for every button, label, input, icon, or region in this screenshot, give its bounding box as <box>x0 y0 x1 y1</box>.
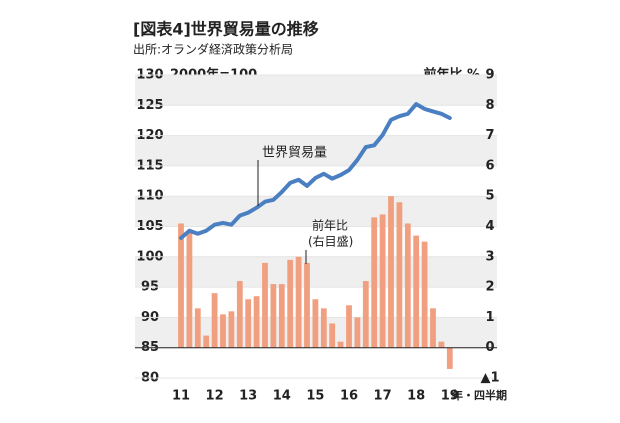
bar <box>278 284 285 348</box>
bar <box>211 293 218 348</box>
bar <box>396 202 403 348</box>
annotation: 前年比 <box>312 218 348 233</box>
chart-title: [図表4]世界貿易量の推移 <box>133 20 319 39</box>
y2-tick-label: 4 <box>485 219 494 234</box>
y2-tick-label: 1 <box>485 310 494 325</box>
bar <box>253 296 260 348</box>
bar <box>388 196 394 348</box>
y2-tick-label: ▲1 <box>480 371 499 386</box>
y2-tick-label: 5 <box>485 189 494 204</box>
x-tick-label: 12 <box>206 389 224 404</box>
bar <box>430 308 436 348</box>
bar <box>320 308 327 348</box>
x-tick-label: 11 <box>172 389 190 404</box>
bar <box>362 281 369 348</box>
bar <box>446 347 453 369</box>
y2-tick-label: 2 <box>485 280 494 295</box>
bar <box>228 311 235 348</box>
bar <box>186 232 193 348</box>
bar <box>178 223 184 348</box>
grid-band <box>135 135 497 166</box>
bar <box>404 223 411 348</box>
bar <box>438 341 445 348</box>
x-tick-label: 13 <box>239 389 257 404</box>
bar <box>304 262 310 348</box>
annotation: 世界貿易量 <box>262 146 327 161</box>
chart-subtitle: 出所:オランダ経済政策分析局 <box>133 42 293 57</box>
line <box>179 102 452 240</box>
bar <box>413 235 420 348</box>
bar <box>270 284 277 348</box>
bar <box>371 217 378 348</box>
bar <box>220 314 226 348</box>
bar <box>236 281 243 348</box>
bar <box>203 335 210 348</box>
bar <box>287 259 294 348</box>
x-axis-label: 年・四半期 <box>452 388 507 402</box>
bar <box>337 341 344 348</box>
grid-band <box>135 75 497 106</box>
x-tick-label: 14 <box>273 389 291 404</box>
bar <box>262 262 268 348</box>
annotation: (右目盛) <box>308 234 353 249</box>
x-tick-label: 19 <box>441 389 459 404</box>
x-tick-label: 18 <box>407 389 425 404</box>
bar <box>329 323 336 348</box>
bar <box>421 241 428 348</box>
bar <box>379 214 386 348</box>
x-tick-label: 16 <box>340 389 358 404</box>
grid-band <box>135 256 497 288</box>
y2-tick-label: 3 <box>485 249 494 264</box>
bar <box>194 308 201 348</box>
y2-tick-label: 6 <box>485 158 494 173</box>
bar <box>346 305 352 348</box>
bar <box>354 317 361 348</box>
y2-tick-label: 9 <box>485 68 494 83</box>
grid-band <box>135 196 497 227</box>
bar <box>312 299 319 348</box>
y2-tick-label: 8 <box>485 98 494 113</box>
x-tick-label: 17 <box>374 389 392 404</box>
x-tick-label: 15 <box>306 389 324 404</box>
plot: 80859095100105110115120125130▲1012345678… <box>135 68 500 404</box>
y2-tick-label: 7 <box>485 128 494 143</box>
bar <box>295 256 302 348</box>
bar <box>245 299 252 348</box>
